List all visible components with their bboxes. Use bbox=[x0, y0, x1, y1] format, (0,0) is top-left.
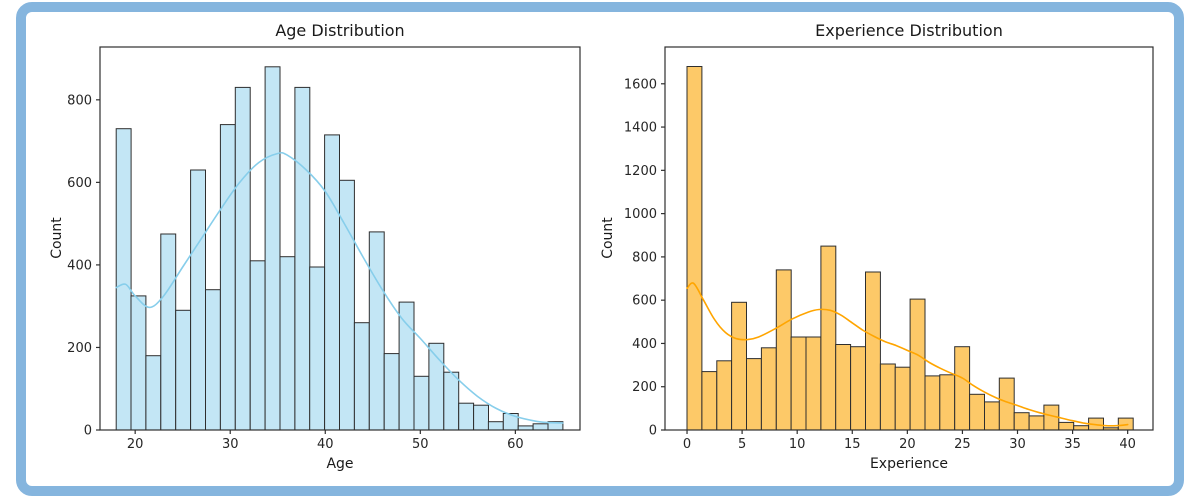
age-x-axis-label: Age bbox=[326, 456, 354, 472]
histogram-bar bbox=[805, 336, 822, 431]
histogram-bars bbox=[115, 66, 564, 431]
x-tick-label: 20 bbox=[899, 437, 916, 452]
histogram-bar bbox=[716, 360, 733, 431]
histogram-bar bbox=[865, 271, 881, 431]
histogram-bar bbox=[909, 298, 926, 431]
histogram-bar bbox=[205, 289, 221, 431]
histogram-bar bbox=[1073, 425, 1090, 431]
histogram-bar bbox=[234, 86, 251, 431]
x-tick-label: 25 bbox=[954, 437, 971, 452]
y-tick-label: 400 bbox=[67, 258, 92, 273]
histogram-bar bbox=[532, 423, 549, 431]
histogram-bar bbox=[279, 256, 296, 431]
y-tick-label: 0 bbox=[84, 424, 92, 439]
plot-spines bbox=[664, 46, 1154, 431]
y-tick-label: 1000 bbox=[624, 207, 657, 222]
histogram-bar bbox=[924, 375, 941, 431]
histogram-bar bbox=[413, 375, 430, 431]
y-tick-label: 1600 bbox=[624, 77, 657, 92]
histogram-bar bbox=[458, 402, 475, 431]
histogram-bar bbox=[939, 374, 956, 431]
y-tick-label: 800 bbox=[632, 250, 657, 265]
histogram-bar bbox=[1058, 421, 1075, 431]
histogram-bar bbox=[115, 128, 132, 431]
histogram-bar bbox=[160, 233, 177, 431]
y-tick-label: 200 bbox=[632, 380, 657, 395]
histogram-bar bbox=[487, 421, 504, 431]
histogram-bar bbox=[324, 134, 341, 431]
y-tick-label: 1400 bbox=[624, 121, 657, 136]
experience-chart-title: Experience Distribution bbox=[815, 21, 1003, 40]
histogram-bar bbox=[473, 404, 490, 431]
histogram-bar bbox=[294, 86, 311, 431]
histogram-bar bbox=[443, 371, 460, 431]
histogram-bar bbox=[775, 269, 792, 431]
histogram-bar bbox=[517, 425, 534, 431]
x-tick-label: 20 bbox=[127, 437, 144, 452]
x-tick-label: 0 bbox=[683, 437, 691, 452]
x-tick-label: 60 bbox=[507, 437, 524, 452]
histogram-bar bbox=[353, 322, 370, 431]
y-tick-label: 200 bbox=[67, 341, 92, 356]
experience-distribution-chart: 0 5 10 15 20 25 30 35 40020040060080010001200140… bbox=[624, 46, 1154, 452]
histogram-bars bbox=[686, 66, 1134, 431]
kde-curve bbox=[686, 282, 1129, 427]
y-tick-label: 600 bbox=[67, 176, 92, 191]
y-tick-label: 0 bbox=[649, 424, 657, 439]
experience-x-axis-label: Experience bbox=[869, 456, 949, 472]
y-tick-label: 800 bbox=[67, 93, 92, 108]
histogram-bar bbox=[954, 346, 971, 431]
x-axis-ticks: 0 5 10 15 20 25 30 35 40 bbox=[683, 430, 1136, 452]
histogram-bar bbox=[145, 355, 162, 431]
x-tick-label: 35 bbox=[1064, 437, 1081, 452]
y-tick-label: 600 bbox=[632, 294, 657, 309]
x-tick-label: 15 bbox=[844, 437, 861, 452]
histogram-bar bbox=[790, 336, 807, 431]
x-tick-label: 50 bbox=[412, 437, 429, 452]
histogram-bar bbox=[190, 169, 207, 431]
histogram-bar bbox=[1028, 415, 1045, 431]
histogram-bar bbox=[760, 347, 777, 431]
histogram-bar bbox=[850, 346, 866, 431]
x-tick-label: 10 bbox=[789, 437, 806, 452]
histogram-bar bbox=[309, 266, 326, 431]
x-tick-label: 40 bbox=[317, 437, 334, 452]
histogram-bar bbox=[175, 309, 192, 431]
y-tick-label: 400 bbox=[632, 337, 657, 352]
age-chart-title: Age Distribution bbox=[275, 21, 405, 40]
x-tick-label: 5 bbox=[738, 437, 746, 452]
histogram-bar bbox=[746, 358, 762, 431]
histogram-bar bbox=[879, 363, 896, 431]
histogram-bar bbox=[219, 124, 236, 431]
y-axis-ticks: 0 200 400 600 800 bbox=[67, 93, 100, 439]
histogram-bar bbox=[398, 301, 415, 431]
histogram-bar bbox=[368, 231, 385, 431]
histogram-bar bbox=[686, 66, 703, 431]
kde-curve bbox=[115, 151, 564, 424]
x-tick-label: 30 bbox=[222, 437, 239, 452]
plot-spines bbox=[99, 46, 581, 431]
x-tick-label: 30 bbox=[1009, 437, 1026, 452]
y-axis-ticks: 0 200 400 600 800 1000 1200 1400 1600 bbox=[624, 77, 665, 439]
x-tick-label: 40 bbox=[1119, 437, 1136, 452]
histogram-bar bbox=[130, 295, 147, 431]
histogram-bar bbox=[249, 260, 266, 431]
x-axis-ticks: 20 30 40 50 60 bbox=[127, 430, 524, 452]
histogram-bar bbox=[264, 66, 281, 431]
histogram-bar bbox=[984, 401, 1000, 431]
histogram-bar bbox=[731, 301, 747, 431]
histogram-bar bbox=[1013, 412, 1030, 431]
histogram-bar bbox=[701, 371, 718, 431]
histogram-bar bbox=[894, 366, 911, 431]
histogram-bar bbox=[835, 344, 852, 431]
histogram-bar bbox=[383, 353, 400, 431]
y-tick-label: 1200 bbox=[624, 164, 657, 179]
histogram-bar bbox=[969, 393, 985, 431]
histogram-bar bbox=[820, 245, 837, 431]
